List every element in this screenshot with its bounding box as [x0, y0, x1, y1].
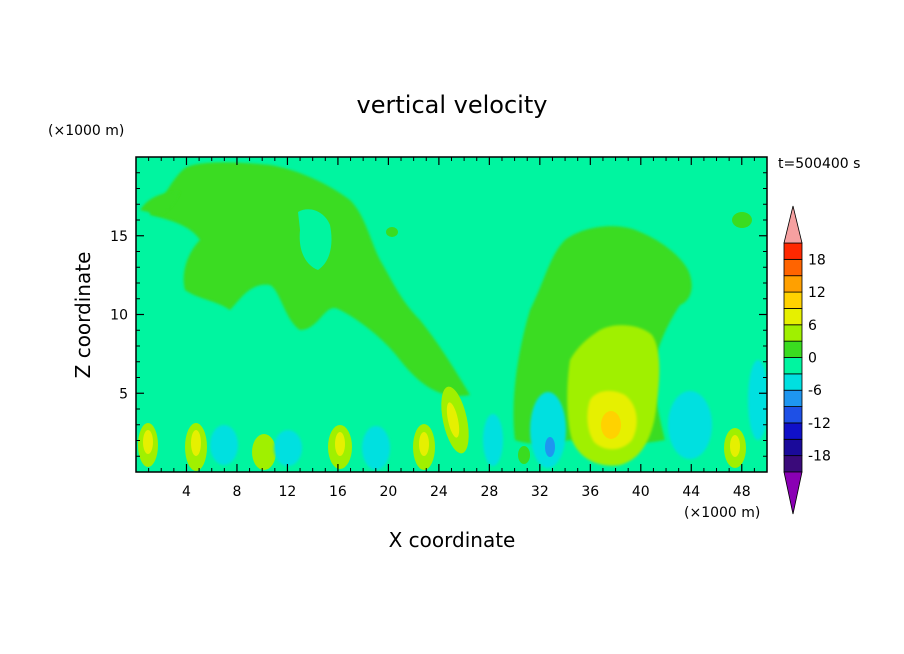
x-tick-label: 36	[581, 484, 599, 500]
downdraft-area	[530, 392, 566, 468]
low-level-cells	[138, 212, 752, 471]
colorbar-label: 6	[808, 318, 817, 334]
low-level-cell-core	[446, 402, 460, 438]
y-tick-label: 15	[110, 229, 128, 245]
downdraft-areas	[210, 360, 767, 470]
downdraft-spot	[545, 437, 555, 457]
x-tick-label: 24	[430, 484, 448, 500]
small-updraft	[518, 446, 530, 464]
colorbar-segment	[783, 438, 803, 457]
colorbar-label: 18	[808, 252, 826, 268]
colorbar-segment	[783, 275, 803, 293]
time-label: t=500400 s	[778, 156, 860, 172]
x-axis: 4 8 12 16 20 24 28 32 36 40 44 48	[148, 157, 755, 500]
x-tick-label: 44	[682, 484, 700, 500]
contour-plot	[136, 157, 767, 472]
colorbar-over-arrow	[783, 205, 803, 244]
colorbar-segment	[783, 357, 803, 375]
x-tick-label: 48	[733, 484, 751, 500]
small-updraft	[386, 227, 398, 237]
x-tick-label: 28	[480, 484, 498, 500]
colorbar-label: -6	[808, 383, 822, 399]
x-tick-label: 40	[632, 484, 650, 500]
x-tick-label: 20	[379, 484, 397, 500]
colorbar-segment	[783, 258, 803, 277]
colorbar-segment	[783, 340, 803, 358]
x-tick-label: 4	[182, 484, 191, 500]
low-level-cell	[252, 434, 276, 470]
downdraft-area	[362, 426, 390, 470]
colorbar-segment	[783, 455, 803, 473]
colorbar-segment	[783, 406, 803, 424]
colorbar-label: -18	[808, 449, 831, 465]
low-level-cell-core	[730, 435, 740, 457]
chart-title: vertical velocity	[357, 91, 548, 119]
small-updraft	[732, 212, 752, 228]
downdraft-area	[274, 430, 302, 466]
upper-left-cloud-top	[140, 192, 180, 215]
y-tick-label: 5	[119, 386, 128, 402]
colorbar-segment	[783, 242, 803, 260]
x-tick-label: 8	[232, 484, 241, 500]
upper-left-hole	[298, 209, 332, 270]
colorbar: 18 12 6 0 -6 -12 -18	[783, 205, 831, 515]
y-axis: 5 10 15	[110, 172, 767, 457]
downdraft-area	[483, 414, 503, 466]
colorbar-segment	[783, 324, 803, 342]
colorbar-label: -12	[808, 416, 831, 432]
colorbar-label: 0	[808, 351, 817, 367]
core-updraft-max	[601, 411, 621, 439]
y-tick-label: 10	[110, 308, 128, 324]
low-level-cell-core	[419, 432, 429, 456]
x-unit-label: (×1000 m)	[684, 505, 760, 521]
colorbar-label: 12	[808, 285, 826, 301]
downdraft-area	[748, 360, 767, 440]
colorbar-segment	[783, 308, 803, 326]
y-unit-label: (×1000 m)	[48, 123, 124, 139]
colorbar-segment	[783, 389, 803, 407]
colorbar-segment	[783, 373, 803, 391]
y-axis-title: Z coordinate	[71, 252, 95, 379]
colorbar-segment	[783, 291, 803, 309]
x-tick-label: 12	[279, 484, 297, 500]
upper-left-updraft-region	[150, 162, 470, 396]
low-level-cell-core	[191, 430, 201, 456]
downdraft-area	[668, 391, 712, 459]
low-level-cell-core	[335, 432, 345, 456]
colorbar-under-arrow	[783, 471, 803, 515]
colorbar-segment	[783, 422, 803, 440]
x-axis-title: X coordinate	[389, 528, 516, 552]
x-tick-label: 32	[531, 484, 549, 500]
low-level-cell-core	[143, 430, 153, 454]
x-tick-label: 16	[329, 484, 347, 500]
downdraft-area	[210, 425, 238, 465]
